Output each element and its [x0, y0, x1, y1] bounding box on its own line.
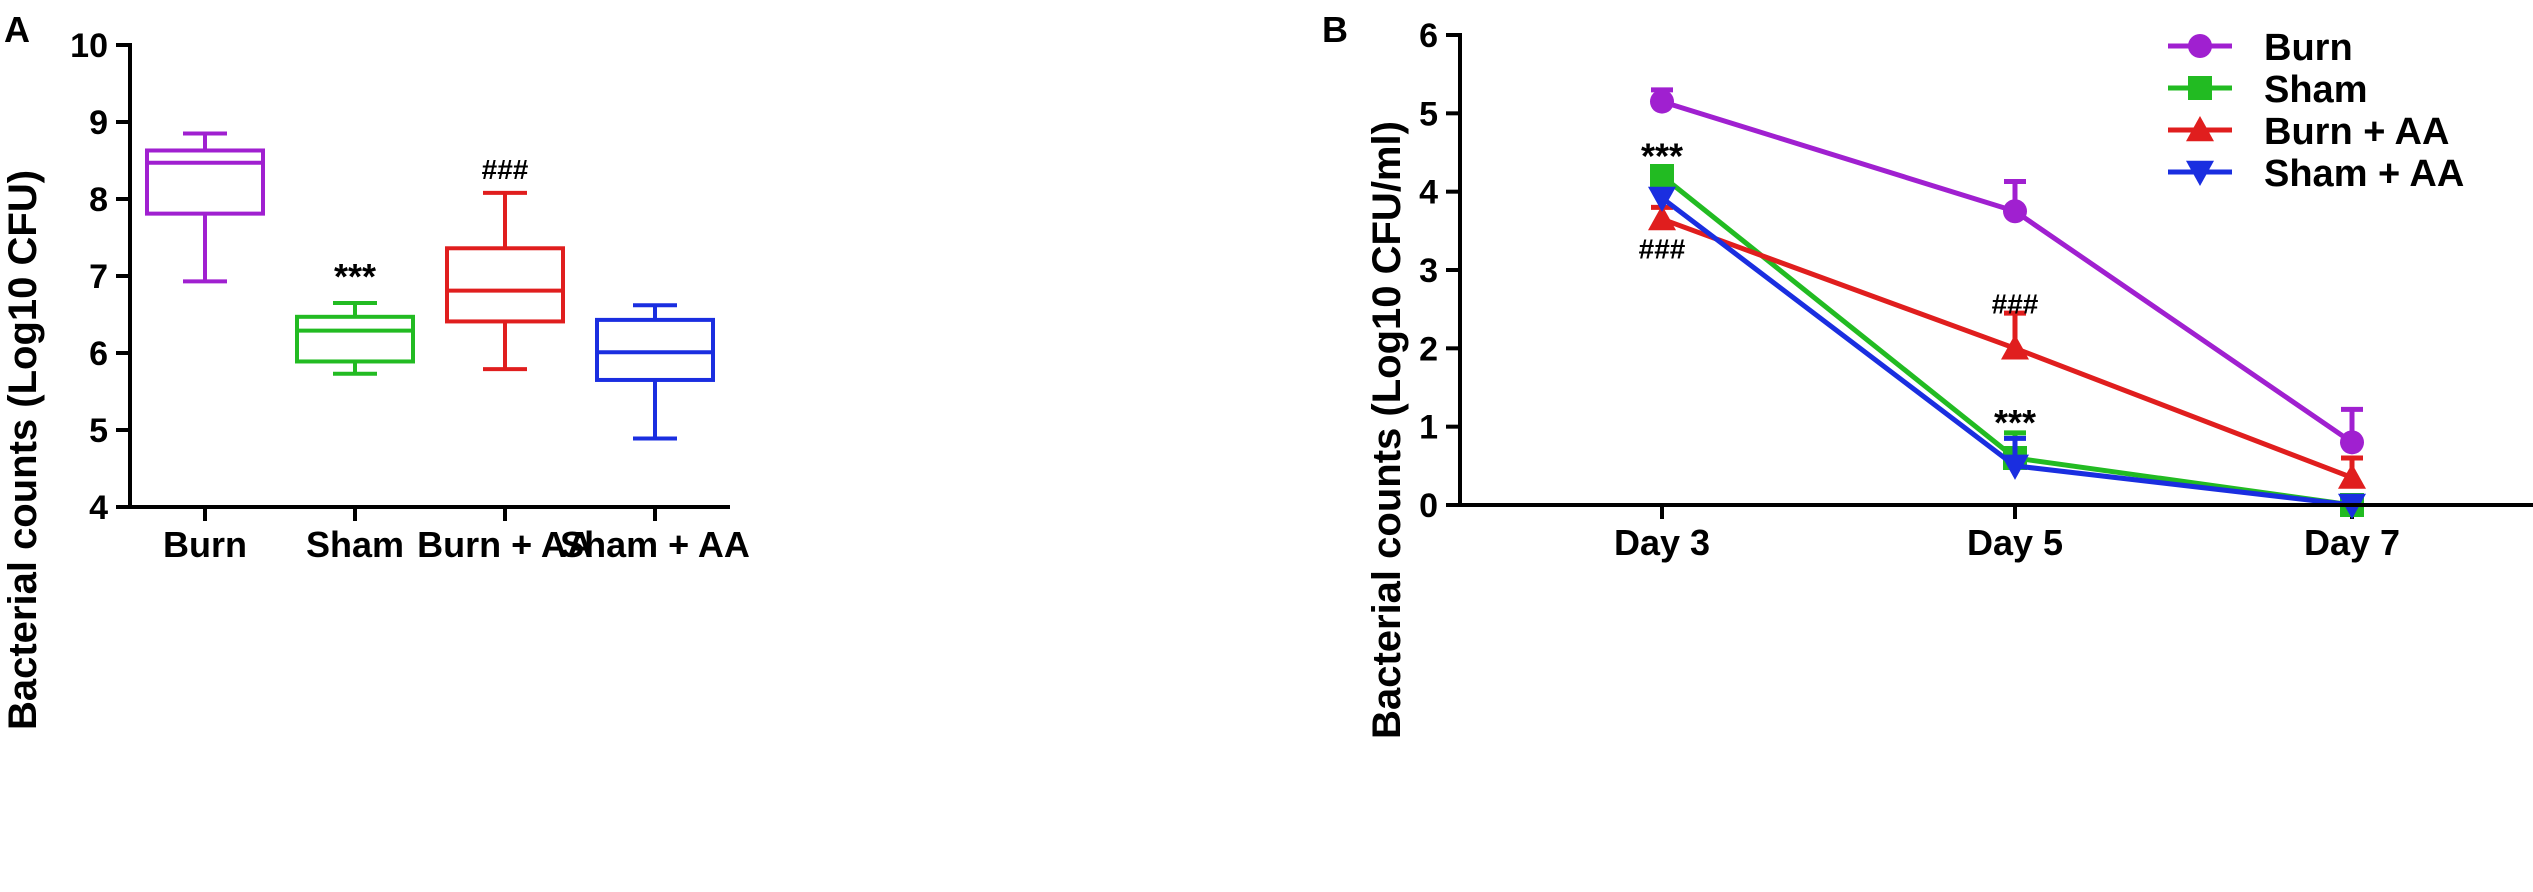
significance-annotation: ***	[334, 256, 376, 297]
panel-a-y-tick-label: 7	[89, 258, 108, 296]
data-point-marker	[2001, 454, 2029, 480]
legend-marker	[2186, 116, 2214, 142]
legend-item: Sham	[2168, 69, 2367, 111]
legend-label: Burn	[2264, 27, 2353, 69]
panel-b-x-ticks: Day 3 Day 5 Day 7	[1614, 505, 2400, 563]
panel-a-x-tick-label: Sham	[306, 524, 404, 565]
significance-annotation: ***	[1994, 402, 2036, 443]
data-point-marker	[2338, 463, 2366, 489]
data-point-marker	[2003, 199, 2027, 224]
significance-annotation: ###	[482, 154, 529, 185]
panel-b-y-axis-label: Bacterial counts (Log10 CFU/ml)	[1365, 121, 1409, 739]
panel-a-y-axis-label: Bacterial counts (Log10 CFU)	[1, 170, 45, 730]
panel-b-y-tick-label: 2	[1419, 330, 1438, 368]
box-burn	[145, 131, 265, 284]
series-burn	[1650, 87, 2364, 455]
legend-label: Sham	[2264, 69, 2367, 111]
data-point-marker	[1650, 164, 1674, 188]
panel-b-y-tick-label: 6	[1419, 17, 1438, 55]
panel-a-y-tick-label: 9	[89, 104, 108, 142]
series-line	[1661, 99, 2354, 445]
panel-a-y-tick-label: 4	[89, 489, 108, 527]
panel-b-y-tick-label: 4	[1419, 174, 1438, 212]
panel-a-y-tick-label: 8	[89, 181, 108, 219]
panel-a-y-tick-label: 5	[89, 412, 108, 450]
data-point-marker	[1650, 89, 1674, 114]
significance-annotation: ###	[1992, 288, 2039, 319]
data-point-marker	[1648, 186, 1676, 212]
legend-item: Burn + AA	[2168, 111, 2449, 153]
panel-a-y-tick-label: 10	[70, 27, 108, 65]
panel-a-boxplot: A Bacterial counts (Log10 CFU) 45678910 …	[1, 9, 750, 730]
box-sham: ***	[295, 256, 415, 376]
data-point-marker	[2340, 430, 2364, 455]
panel-b-x-tick-label: Day 5	[1967, 522, 2063, 563]
panel-b-y-tick-label: 1	[1419, 409, 1438, 447]
data-point-marker	[2001, 334, 2029, 360]
significance-annotation: ###	[1639, 234, 1686, 265]
panel-b-y-tick-label: 5	[1419, 95, 1438, 133]
panel-a-y-tick-label: 6	[89, 335, 108, 373]
panel-b-y-tick-label: 0	[1419, 487, 1438, 525]
panel-b-x-tick-label: Day 3	[1614, 522, 1710, 563]
legend-label: Sham + AA	[2264, 153, 2464, 195]
series-sham-aa	[1648, 186, 2366, 519]
legend-marker	[2188, 34, 2212, 58]
panel-b-annotations: *** ### ### ***	[1639, 135, 2039, 442]
panel-a-x-tick-label: Burn	[163, 524, 247, 565]
panel-b-y-ticks: 0 1 2 3 4 5 6	[1419, 17, 1460, 525]
box-iqr	[595, 317, 715, 382]
panel-b-x-tick-label: Day 7	[2304, 522, 2400, 563]
panel-b-linechart: B Bacterial counts (Log10 CFU/ml) 0 1 2 3 4 5…	[1322, 9, 2533, 739]
box-sham-aa	[595, 303, 715, 441]
significance-annotation: ***	[1641, 135, 1683, 176]
panel-a-label: A	[4, 9, 30, 50]
box-burn-aa: ###	[445, 154, 565, 372]
panel-a-y-ticks: 4 5 6 7 8 9 10	[70, 27, 130, 527]
legend-item: Burn	[2168, 27, 2353, 69]
legend-label: Burn + AA	[2264, 111, 2449, 153]
panel-b-y-tick-label: 3	[1419, 252, 1438, 290]
box-iqr	[145, 148, 265, 216]
box-iqr	[295, 314, 415, 364]
box-iqr	[445, 246, 565, 324]
legend-marker	[2186, 160, 2214, 186]
legend-item: Sham + AA	[2168, 153, 2464, 195]
panel-a-x-tick-label: Burn + AA	[417, 524, 593, 565]
panel-a-x-tick-label: Sham + AA	[560, 524, 750, 565]
legend-marker	[2188, 76, 2212, 100]
panel-b-label: B	[1322, 9, 1348, 50]
panel-a-boxes: *** ###	[145, 131, 715, 441]
data-point-marker	[1648, 205, 1676, 231]
panel-b-series	[1648, 87, 2366, 519]
